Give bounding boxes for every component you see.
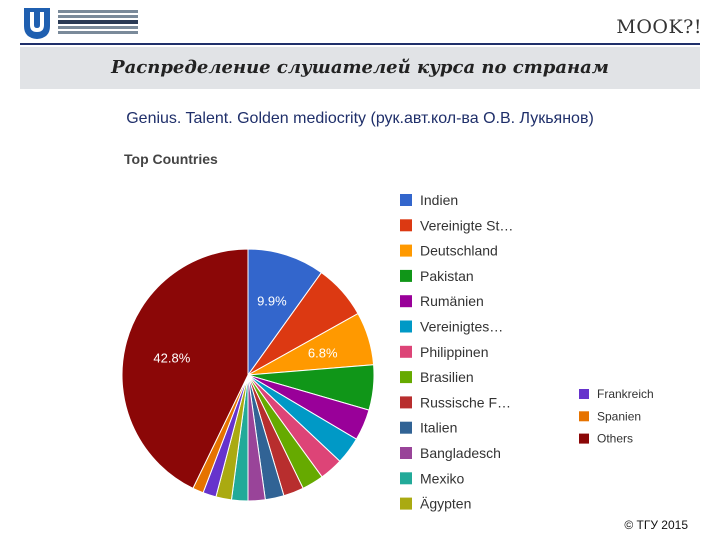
university-logo (22, 4, 142, 44)
legend-label-15: Others (597, 432, 633, 446)
legend-item-6: Philippinen (400, 344, 489, 360)
legend-item-2: Deutschland (400, 243, 498, 259)
legend-swatch-12 (400, 497, 412, 510)
university-logo-icon (24, 8, 50, 39)
chart-title: Top Countries (124, 151, 218, 167)
legend-label-10: Bangladesch (420, 445, 501, 461)
legend-item-14: Spanien (579, 409, 641, 423)
legend-swatch-2 (400, 244, 412, 257)
legend-swatch-5 (400, 320, 412, 333)
legend-item-10: Bangladesch (400, 445, 501, 461)
legend-label-5: Vereinigtes… (420, 319, 503, 335)
legend-item-7: Brasilien (400, 369, 474, 385)
legend-swatch-6 (400, 345, 412, 358)
legend-swatch-10 (400, 447, 412, 459)
legend-item-3: Pakistan (400, 268, 474, 284)
legend-label-12: Ägypten (420, 496, 471, 512)
legend-label-8: Russische F… (420, 394, 511, 410)
legend-swatch-1 (400, 219, 412, 232)
legend-item-13: Frankreich (579, 387, 654, 401)
legend-swatch-0 (400, 194, 412, 206)
legend-swatch-9 (400, 421, 412, 434)
legend-label-9: Italien (420, 420, 457, 436)
legend-swatch-13 (579, 389, 589, 399)
pie-slice-label-15: 42.8% (153, 350, 190, 365)
legend-swatch-4 (400, 295, 412, 308)
chart-legend: Indien Vereinigte St… Deutschland Pakistan R… (400, 192, 654, 512)
legend-swatch-14 (579, 411, 589, 422)
legend-item-8: Russische F… (400, 394, 511, 410)
legend-label-2: Deutschland (420, 243, 498, 259)
legend-label-13: Frankreich (597, 387, 654, 401)
legend-item-9: Italien (400, 420, 457, 436)
pie-slice-label-0: 9.9% (257, 294, 287, 309)
copyright-footer: © ТГУ 2015 (624, 518, 688, 532)
legend-label-1: Vereinigte St… (420, 217, 513, 233)
legend-item-12: Ägypten (400, 496, 471, 512)
pie-slice-15 (121, 248, 249, 489)
title-band: Распределение слушателей курса по страна… (20, 47, 700, 89)
legend-item-1: Vereinigte St… (400, 217, 513, 233)
legend-item-5: Vereinigtes… (400, 319, 503, 335)
pie-slice-0 (247, 248, 323, 377)
legend-swatch-8 (400, 396, 412, 409)
pie-labels: 9.9% 6.8% 42.8% (153, 294, 338, 366)
legend-item-15: Others (579, 432, 633, 446)
legend-label-14: Spanien (597, 409, 641, 423)
legend-item-4: Rumänien (400, 293, 484, 309)
legend-swatch-3 (400, 269, 412, 282)
legend-swatch-7 (400, 371, 412, 384)
legend-label-4: Rumänien (420, 293, 484, 309)
mook-label: MOOK?! (616, 16, 702, 38)
pie-slice-label-2: 6.8% (308, 345, 338, 360)
legend-label-11: Mexiko (420, 470, 465, 486)
legend-swatch-15 (579, 433, 589, 444)
university-logo-wordmark (58, 8, 138, 36)
header-divider (20, 43, 700, 45)
legend-label-6: Philippinen (420, 344, 489, 360)
legend-label-7: Brasilien (420, 369, 474, 385)
legend-label-0: Indien (420, 192, 458, 208)
legend-label-3: Pakistan (420, 268, 474, 284)
page-title: Распределение слушателей курса по страна… (111, 57, 609, 78)
legend-swatch-11 (400, 472, 412, 485)
course-subtitle: Genius. Talent. Golden mediocrity (рук.а… (126, 110, 594, 127)
legend-item-0: Indien (400, 192, 458, 208)
legend-item-11: Mexiko (400, 470, 465, 486)
pie-slices (121, 248, 375, 502)
